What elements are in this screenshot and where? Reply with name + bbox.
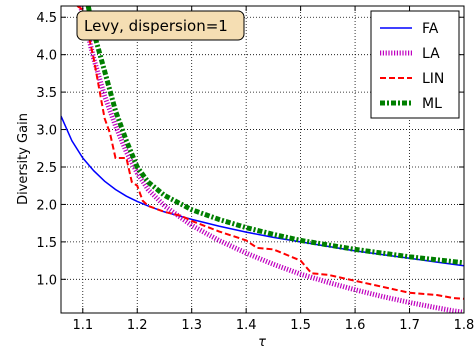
legend: FA LA LIN ML bbox=[370, 10, 460, 119]
series-layer bbox=[61, 6, 464, 313]
y-tick-label: 2.0 bbox=[36, 198, 57, 213]
x-tick-label: 1.7 bbox=[399, 318, 420, 333]
x-tick-label: 1.1 bbox=[72, 318, 93, 333]
series-lin-line bbox=[76, 6, 464, 300]
y-tick-label: 4.5 bbox=[36, 11, 57, 26]
series-ml-line bbox=[85, 6, 464, 266]
x-tick-label: 1.6 bbox=[345, 318, 366, 333]
y-tick-label: 1.0 bbox=[36, 273, 57, 288]
series-la-line bbox=[77, 6, 464, 313]
x-tick-label: 1.8 bbox=[454, 318, 475, 333]
y-tick-label: 2.5 bbox=[36, 161, 57, 176]
legend-label-lin: LIN bbox=[422, 71, 444, 87]
y-axis-label: Diversity Gain bbox=[16, 113, 31, 205]
legend-frame bbox=[370, 10, 460, 119]
x-tick-label: 1.5 bbox=[290, 318, 311, 333]
x-tick-label: 1.4 bbox=[236, 318, 257, 333]
x-axis-label: τ bbox=[258, 335, 266, 350]
y-tick-label: 3.0 bbox=[36, 124, 57, 139]
legend-label-la: LA bbox=[422, 46, 440, 62]
grid bbox=[61, 6, 465, 313]
legend-label-fa: FA bbox=[422, 21, 439, 37]
annotation-box: Levy, dispersion=1 bbox=[76, 10, 245, 41]
y-tick-label: 1.5 bbox=[36, 236, 57, 251]
legend-label-ml: ML bbox=[422, 96, 442, 112]
series-fa-line bbox=[61, 115, 464, 267]
x-tick-label: 1.3 bbox=[181, 318, 202, 333]
annotation-text: Levy, dispersion=1 bbox=[84, 17, 228, 35]
ticks: 1.1 1.2 1.3 1.4 1.5 1.6 1.7 1.8 1.0 1.5 2.0 2.5 3.0 3… bbox=[36, 6, 474, 333]
y-tick-label: 3.5 bbox=[36, 86, 57, 101]
x-tick-label: 1.2 bbox=[127, 318, 148, 333]
plot-frame bbox=[60, 5, 465, 314]
y-tick-label: 4.0 bbox=[36, 49, 57, 64]
